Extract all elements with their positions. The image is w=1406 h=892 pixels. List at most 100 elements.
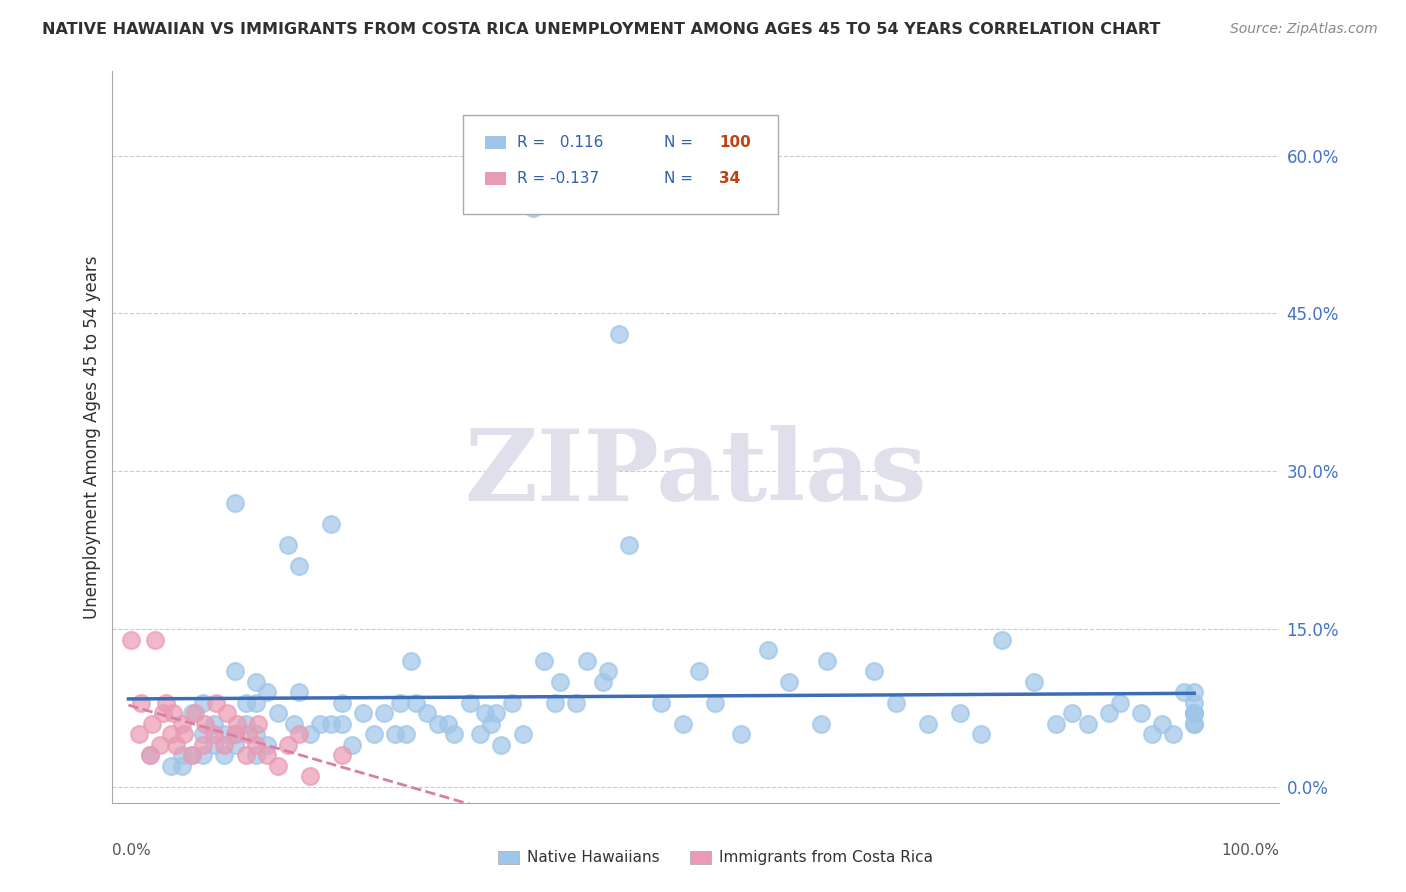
Point bbox=[1098, 706, 1121, 721]
Point bbox=[1173, 685, 1195, 699]
Point bbox=[141, 717, 163, 731]
Point bbox=[810, 717, 832, 731]
Point bbox=[165, 738, 187, 752]
Point bbox=[160, 759, 183, 773]
FancyBboxPatch shape bbox=[498, 851, 519, 864]
Point bbox=[1129, 706, 1152, 721]
Point bbox=[319, 516, 342, 531]
FancyBboxPatch shape bbox=[485, 136, 506, 149]
Point bbox=[1045, 717, 1067, 731]
Point bbox=[224, 665, 246, 679]
Point bbox=[139, 748, 162, 763]
Text: ZIPatlas: ZIPatlas bbox=[465, 425, 927, 522]
Point bbox=[256, 685, 278, 699]
Point bbox=[170, 748, 193, 763]
Point bbox=[214, 727, 236, 741]
Point bbox=[479, 717, 502, 731]
Point bbox=[215, 706, 238, 721]
Point bbox=[470, 727, 492, 741]
Point bbox=[363, 727, 385, 741]
Point bbox=[703, 696, 725, 710]
Point bbox=[152, 706, 174, 721]
Point bbox=[256, 738, 278, 752]
Point bbox=[224, 727, 246, 741]
Point bbox=[373, 706, 395, 721]
Point bbox=[1140, 727, 1163, 741]
Point bbox=[120, 632, 142, 647]
Point bbox=[522, 201, 544, 215]
FancyBboxPatch shape bbox=[690, 851, 711, 864]
Point bbox=[565, 696, 588, 710]
FancyBboxPatch shape bbox=[463, 115, 778, 214]
Point bbox=[1024, 674, 1046, 689]
Point bbox=[224, 496, 246, 510]
Point bbox=[491, 738, 513, 752]
Text: NATIVE HAWAIIAN VS IMMIGRANTS FROM COSTA RICA UNEMPLOYMENT AMONG AGES 45 TO 54 Y: NATIVE HAWAIIAN VS IMMIGRANTS FROM COSTA… bbox=[42, 22, 1160, 37]
Point bbox=[437, 717, 460, 731]
Text: N =: N = bbox=[665, 135, 699, 150]
Point bbox=[342, 738, 364, 752]
Point bbox=[205, 696, 228, 710]
Point bbox=[884, 696, 907, 710]
Point bbox=[607, 327, 630, 342]
Point bbox=[181, 706, 204, 721]
Point bbox=[191, 727, 214, 741]
Point bbox=[245, 674, 267, 689]
Point bbox=[405, 696, 427, 710]
Point bbox=[191, 696, 214, 710]
Point bbox=[191, 748, 214, 763]
Point bbox=[485, 706, 508, 721]
Point bbox=[129, 696, 152, 710]
Point bbox=[1152, 717, 1174, 731]
Point bbox=[160, 727, 183, 741]
Point bbox=[245, 738, 267, 752]
Point bbox=[288, 685, 311, 699]
Point bbox=[283, 717, 305, 731]
Point bbox=[245, 727, 267, 741]
Point bbox=[1182, 706, 1205, 721]
Point bbox=[288, 727, 311, 741]
Text: 0.0%: 0.0% bbox=[112, 843, 152, 858]
Point bbox=[256, 748, 278, 763]
Point bbox=[170, 759, 193, 773]
Text: R =   0.116: R = 0.116 bbox=[517, 135, 603, 150]
Point bbox=[592, 674, 614, 689]
Point bbox=[214, 748, 236, 763]
Point bbox=[235, 696, 257, 710]
Point bbox=[991, 632, 1014, 647]
Point bbox=[399, 654, 422, 668]
Point bbox=[277, 538, 299, 552]
Point bbox=[191, 738, 214, 752]
Point bbox=[202, 717, 225, 731]
Point bbox=[501, 696, 523, 710]
Point bbox=[970, 727, 993, 741]
Text: Source: ZipAtlas.com: Source: ZipAtlas.com bbox=[1230, 22, 1378, 37]
Point bbox=[149, 738, 172, 752]
Point bbox=[1182, 706, 1205, 721]
Point bbox=[730, 727, 752, 741]
Point bbox=[1182, 706, 1205, 721]
Point bbox=[266, 706, 288, 721]
Point bbox=[416, 706, 439, 721]
Point bbox=[235, 748, 257, 763]
Point bbox=[139, 748, 162, 763]
Point bbox=[949, 706, 972, 721]
Point bbox=[389, 696, 412, 710]
Y-axis label: Unemployment Among Ages 45 to 54 years: Unemployment Among Ages 45 to 54 years bbox=[83, 255, 101, 619]
Text: Immigrants from Costa Rica: Immigrants from Costa Rica bbox=[720, 850, 934, 865]
Point bbox=[1161, 727, 1184, 741]
Point bbox=[544, 696, 567, 710]
Text: 100.0%: 100.0% bbox=[1222, 843, 1279, 858]
Point bbox=[688, 665, 710, 679]
Point bbox=[756, 643, 779, 657]
Point bbox=[1077, 717, 1099, 731]
Point bbox=[1182, 717, 1205, 731]
Point bbox=[1108, 696, 1130, 710]
Point bbox=[298, 770, 321, 784]
Point bbox=[319, 717, 342, 731]
Point bbox=[235, 717, 257, 731]
Text: Native Hawaiians: Native Hawaiians bbox=[527, 850, 659, 865]
Point bbox=[533, 654, 555, 668]
Text: N =: N = bbox=[665, 171, 699, 186]
Point bbox=[236, 727, 259, 741]
